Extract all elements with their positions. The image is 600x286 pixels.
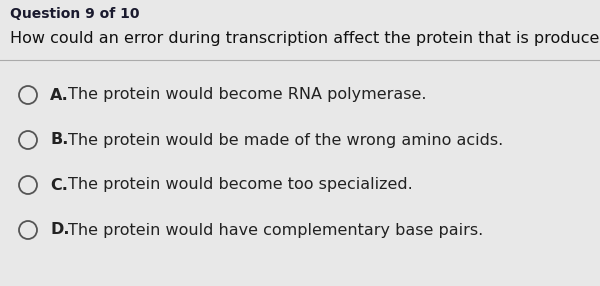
Text: The protein would become RNA polymerase.: The protein would become RNA polymerase.	[68, 88, 427, 102]
Text: D.: D.	[50, 223, 70, 237]
Text: C.: C.	[50, 178, 68, 192]
Text: How could an error during transcription affect the protein that is produced?: How could an error during transcription …	[10, 31, 600, 45]
Text: The protein would have complementary base pairs.: The protein would have complementary bas…	[68, 223, 483, 237]
Text: The protein would be made of the wrong amino acids.: The protein would be made of the wrong a…	[68, 132, 503, 148]
Text: A.: A.	[50, 88, 69, 102]
Text: B.: B.	[50, 132, 68, 148]
Text: The protein would become too specialized.: The protein would become too specialized…	[68, 178, 413, 192]
Text: Question 9 of 10: Question 9 of 10	[10, 7, 139, 21]
